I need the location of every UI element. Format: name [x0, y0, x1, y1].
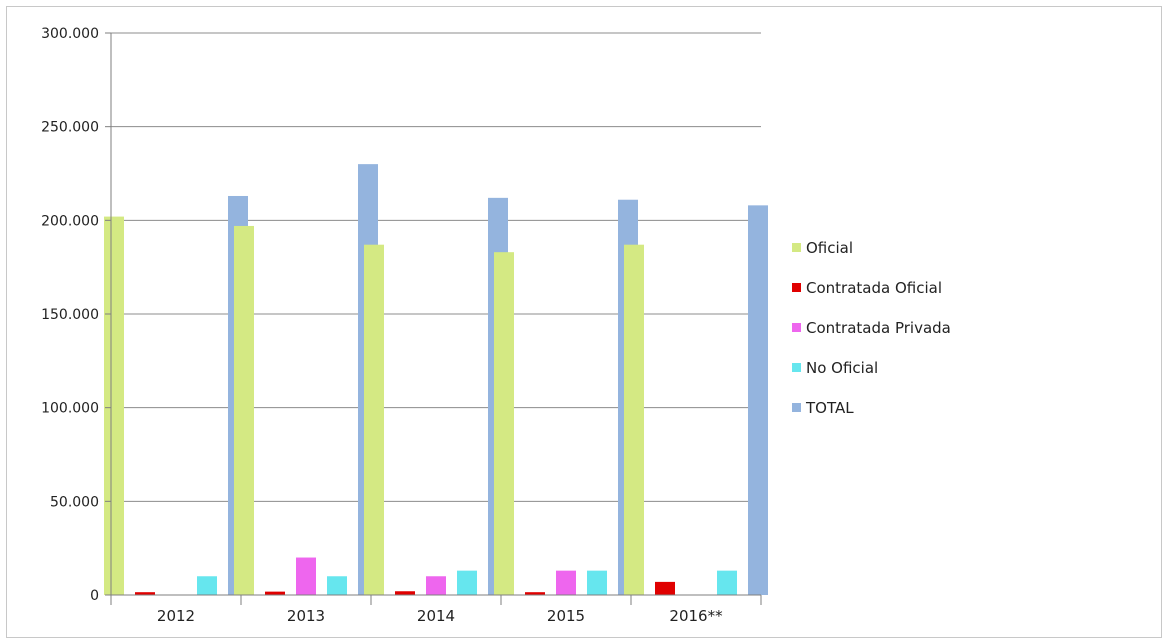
bar-chart: 0 50.000 100.000 150.000 200.000 250.000 300.0… — [41, 26, 951, 625]
y-tick-label: 100.000 — [41, 401, 99, 417]
legend: Oficial Contratada Oficial Contratada Priv… — [792, 239, 951, 417]
y-tick-label: 250.000 — [41, 120, 99, 136]
bar-contratada-oficial-2016 — [655, 581, 675, 595]
bar-oficial-2015 — [494, 252, 514, 595]
bar-no-oficial-2013 — [327, 576, 347, 595]
bar-no-oficial-2012 — [197, 576, 217, 595]
bar-contratada-privada-2015 — [556, 570, 576, 595]
legend-label: TOTAL — [805, 399, 854, 417]
legend-label: Oficial — [806, 239, 853, 257]
x-tick-label: 2014 — [417, 607, 455, 625]
legend-label: No Oficial — [806, 359, 878, 377]
bar-contratada-oficial-2015 — [525, 592, 545, 595]
bar-contratada-privada-2014 — [426, 576, 446, 595]
bar-total-2016 — [748, 205, 768, 595]
y-tick-label: 150.000 — [41, 307, 99, 323]
y-tick-label: 0 — [90, 588, 99, 604]
bar-no-oficial-2016 — [717, 570, 737, 595]
gridlines — [111, 32, 761, 502]
bar-oficial-2013 — [234, 225, 254, 595]
bar-no-oficial-2014 — [457, 570, 477, 595]
bar-oficial-2016 — [624, 244, 644, 596]
legend-label: Contratada Privada — [806, 319, 951, 337]
bar-contratada-oficial-2014 — [395, 591, 415, 595]
legend-swatch — [792, 283, 801, 292]
legend-swatch — [792, 403, 801, 412]
legend-swatch — [792, 243, 801, 252]
legend-label: Contratada Oficial — [806, 279, 942, 297]
legend-swatch — [792, 323, 801, 332]
bars — [104, 164, 768, 596]
bar-contratada-privada-2013 — [296, 557, 316, 595]
bar-oficial-2012 — [104, 216, 124, 595]
chart-frame: 0 50.000 100.000 150.000 200.000 250.000 300.0… — [6, 6, 1162, 638]
x-tick-label: 2012 — [157, 607, 195, 625]
bar-contratada-oficial-2013 — [265, 591, 285, 595]
x-tick-label: 2013 — [287, 607, 325, 625]
y-tick-label: 50.000 — [50, 494, 99, 510]
x-tick-label: 2016** — [669, 607, 723, 625]
y-tick-label: 200.000 — [41, 213, 99, 229]
x-tick-label: 2015 — [547, 607, 585, 625]
bar-oficial-2014 — [364, 244, 384, 596]
bar-contratada-oficial-2012 — [135, 592, 155, 595]
axes: 0 50.000 100.000 150.000 200.000 250.000 300.0… — [41, 26, 762, 625]
bar-no-oficial-2015 — [587, 570, 607, 595]
legend-swatch — [792, 363, 801, 372]
y-tick-label: 300.000 — [41, 26, 99, 42]
